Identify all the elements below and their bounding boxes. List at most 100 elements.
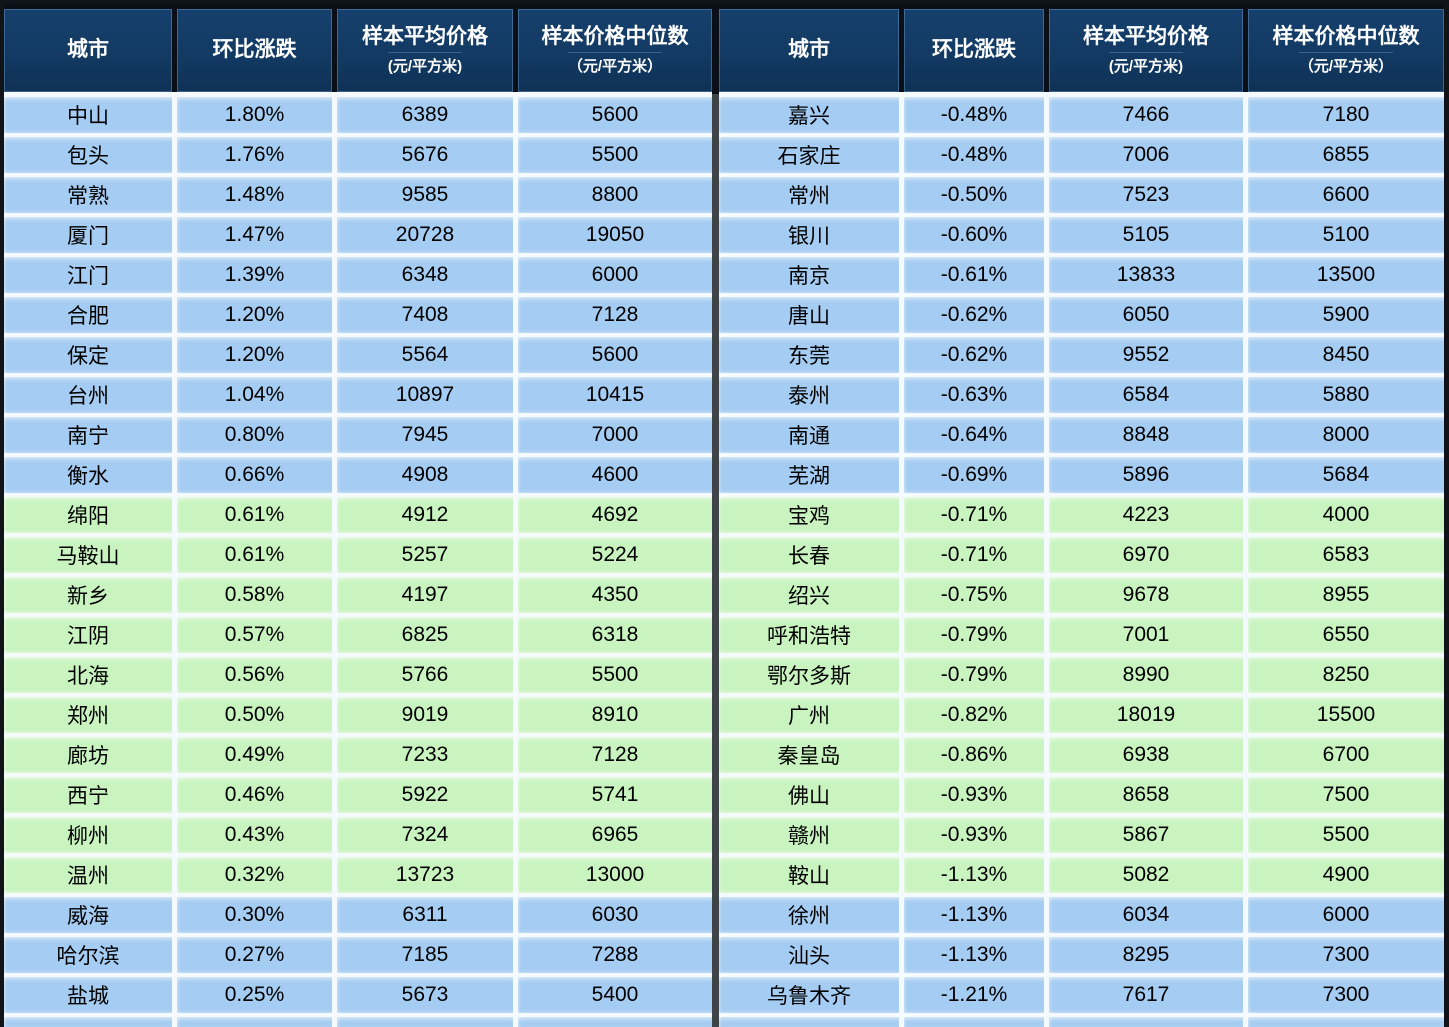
cell-median-price: 6550 <box>1248 617 1444 653</box>
cell-change: -0.60% <box>904 217 1044 253</box>
cell-change: 0.25% <box>177 977 332 1013</box>
cell-median-price: 7500 <box>1248 777 1444 813</box>
cell-avg-price: 20728 <box>337 217 513 253</box>
cell-change: -0.86% <box>904 737 1044 773</box>
cell-city: 汕头 <box>719 937 899 973</box>
cell-median-price: 6030 <box>518 897 712 933</box>
cell-avg-price: 5082 <box>1049 857 1243 893</box>
cell-avg-price: 9585 <box>337 177 513 213</box>
right-table-header: 城市 环比涨跌 样本平均价格 (元/平方米) 样本价格中位数 （元/平方米） <box>719 4 1444 92</box>
cell-median-price: 6855 <box>1248 137 1444 173</box>
cell-city: 哈尔滨 <box>4 937 172 973</box>
cell-clipped <box>904 1017 1044 1027</box>
cell-city: 常州 <box>719 177 899 213</box>
cell-change: 1.39% <box>177 257 332 293</box>
table-row: 绍兴 -0.75% 9678 8955 <box>719 577 1444 613</box>
table-row: 宝鸡 -0.71% 4223 4000 <box>719 497 1444 533</box>
cell-city: 东莞 <box>719 337 899 373</box>
cell-median-price: 13500 <box>1248 257 1444 293</box>
cell-avg-price: 6389 <box>337 97 513 133</box>
cell-change: 1.47% <box>177 217 332 253</box>
left-table-header: 城市 环比涨跌 样本平均价格 (元/平方米) 样本价格中位数 （元/平方米） <box>4 4 712 92</box>
table-row: 呼和浩特 -0.79% 7001 6550 <box>719 617 1444 653</box>
header-label: 环比涨跌 <box>932 38 1016 62</box>
cell-change: -0.93% <box>904 817 1044 853</box>
cell-change: -0.48% <box>904 97 1044 133</box>
cell-clipped <box>719 1017 899 1027</box>
cell-median-price: 5880 <box>1248 377 1444 413</box>
table-row: 佛山 -0.93% 8658 7500 <box>719 777 1444 813</box>
cell-median-price: 5600 <box>518 337 712 373</box>
cell-avg-price: 9019 <box>337 697 513 733</box>
table-row: 常熟 1.48% 9585 8800 <box>4 177 712 213</box>
cell-change: 0.32% <box>177 857 332 893</box>
cell-city: 绍兴 <box>719 577 899 613</box>
table-row: 郑州 0.50% 9019 8910 <box>4 697 712 733</box>
cell-change: -0.48% <box>904 137 1044 173</box>
header-label: 城市 <box>788 38 830 62</box>
cell-avg-price: 8295 <box>1049 937 1243 973</box>
cell-median-price: 8910 <box>518 697 712 733</box>
header-label: 环比涨跌 <box>212 38 297 62</box>
cell-city: 徐州 <box>719 897 899 933</box>
cell-city: 乌鲁木齐 <box>719 977 899 1013</box>
cell-city: 西宁 <box>4 777 172 813</box>
cell-change: 0.43% <box>177 817 332 853</box>
cell-avg-price: 6034 <box>1049 897 1243 933</box>
cell-city: 绵阳 <box>4 497 172 533</box>
cell-change: 0.50% <box>177 697 332 733</box>
table-row: 保定 1.20% 5564 5600 <box>4 337 712 373</box>
cell-city: 秦皇岛 <box>719 737 899 773</box>
cell-change: -1.13% <box>904 937 1044 973</box>
cell-avg-price: 7006 <box>1049 137 1243 173</box>
table-row: 衡水 0.66% 4908 4600 <box>4 457 712 493</box>
table-row: 徐州 -1.13% 6034 6000 <box>719 897 1444 933</box>
cell-avg-price: 7324 <box>337 817 513 853</box>
cell-change: -0.79% <box>904 657 1044 693</box>
cell-median-price: 6965 <box>518 817 712 853</box>
cell-avg-price: 5564 <box>337 337 513 373</box>
table-row: 合肥 1.20% 7408 7128 <box>4 297 712 333</box>
cell-city: 佛山 <box>719 777 899 813</box>
table-row: 盐城 0.25% 5673 5400 <box>4 977 712 1013</box>
table-row: 威海 0.30% 6311 6030 <box>4 897 712 933</box>
cell-city: 石家庄 <box>719 137 899 173</box>
cell-city: 江阴 <box>4 617 172 653</box>
cell-avg-price: 6584 <box>1049 377 1243 413</box>
cell-avg-price: 5922 <box>337 777 513 813</box>
cell-median-price: 4600 <box>518 457 712 493</box>
cell-median-price: 8450 <box>1248 337 1444 373</box>
table-row: 绵阳 0.61% 4912 4692 <box>4 497 712 533</box>
table-row: 南通 -0.64% 8848 8000 <box>719 417 1444 453</box>
cell-avg-price: 6825 <box>337 617 513 653</box>
cell-median-price: 4000 <box>1248 497 1444 533</box>
cell-change: 1.20% <box>177 297 332 333</box>
cell-avg-price: 5105 <box>1049 217 1243 253</box>
cell-median-price: 5600 <box>518 97 712 133</box>
cell-change: 1.80% <box>177 97 332 133</box>
cell-avg-price: 4908 <box>337 457 513 493</box>
cell-city: 北海 <box>4 657 172 693</box>
cell-city: 广州 <box>719 697 899 733</box>
cell-median-price: 8955 <box>1248 577 1444 613</box>
cell-median-price: 6000 <box>1248 897 1444 933</box>
cell-avg-price: 4223 <box>1049 497 1243 533</box>
table-row: 银川 -0.60% 5105 5100 <box>719 217 1444 253</box>
cell-avg-price: 7408 <box>337 297 513 333</box>
cell-city: 郑州 <box>4 697 172 733</box>
cell-avg-price: 5867 <box>1049 817 1243 853</box>
cell-change: -0.62% <box>904 297 1044 333</box>
cell-median-price: 7300 <box>1248 977 1444 1013</box>
header-cell-median-price: 样本价格中位数 （元/平方米） <box>1248 9 1444 92</box>
cell-change: -0.62% <box>904 337 1044 373</box>
right-table-body: 嘉兴 -0.48% 7466 7180 石家庄 -0.48% 7006 6855 常州 -0.50… <box>719 92 1444 1027</box>
table-row: 中山 1.80% 6389 5600 <box>4 97 712 133</box>
header-cell-city: 城市 <box>4 9 172 92</box>
table-row: 汕头 -1.13% 8295 7300 <box>719 937 1444 973</box>
cell-change: 0.30% <box>177 897 332 933</box>
cell-city: 宝鸡 <box>719 497 899 533</box>
cell-median-price: 5224 <box>518 537 712 573</box>
cell-avg-price: 18019 <box>1049 697 1243 733</box>
cell-median-price: 7288 <box>518 937 712 973</box>
cell-median-price: 5500 <box>518 657 712 693</box>
